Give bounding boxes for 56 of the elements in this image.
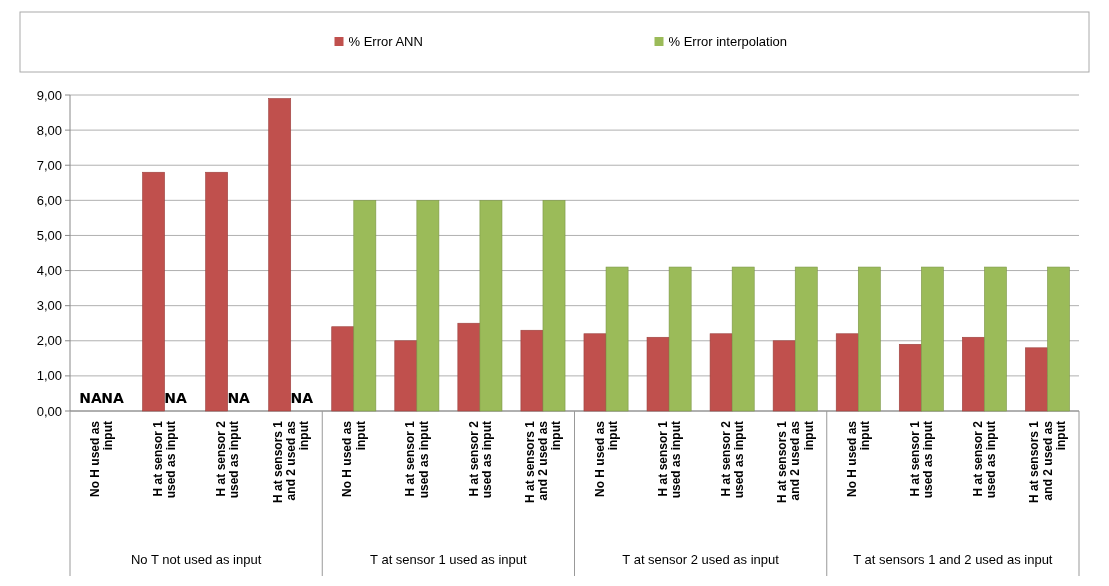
bar xyxy=(772,340,796,412)
bar xyxy=(794,266,818,412)
bar xyxy=(921,266,944,412)
text: NA xyxy=(79,390,102,406)
y-tick-label: 1,00 xyxy=(36,368,62,384)
bar xyxy=(898,343,922,412)
y-tick-label: 0,00 xyxy=(36,403,62,419)
bar xyxy=(857,266,881,412)
text: NA xyxy=(227,390,250,406)
x-tick-label: No H used as input xyxy=(88,420,116,498)
x-tick-label: H at sensors 1 and 2 used as input xyxy=(522,420,564,504)
x-tick-label: H at sensors 1 and 2 used as input xyxy=(775,420,816,504)
x-tick-label: No H used as input xyxy=(592,420,620,498)
bar xyxy=(731,266,755,412)
bar xyxy=(353,200,377,412)
text: No T not used as input xyxy=(130,552,262,567)
bar xyxy=(668,266,692,412)
bar xyxy=(331,326,355,412)
bar xyxy=(416,200,440,412)
bar xyxy=(394,340,418,412)
text: T at sensor 1 used as input xyxy=(370,552,528,567)
y-tick-label: 8,00 xyxy=(36,122,62,138)
bar xyxy=(709,333,733,412)
bar xyxy=(962,336,985,412)
y-tick-label: 3,00 xyxy=(36,298,62,314)
bar xyxy=(205,171,228,412)
y-tick-label: 4,00 xyxy=(36,263,62,279)
bar xyxy=(646,336,670,412)
x-tick-label: H at sensors 1 and 2 used as input xyxy=(1027,420,1068,504)
bar xyxy=(605,266,629,412)
text: T at sensor 2 used as input xyxy=(622,552,780,567)
x-tick-label: No H used as input xyxy=(844,420,873,498)
bar xyxy=(1025,347,1048,412)
bar xyxy=(479,200,503,412)
bar xyxy=(835,333,859,412)
y-tick-label: 2,00 xyxy=(36,333,62,349)
text: T at sensors 1 and 2 used as input xyxy=(853,552,1053,567)
bar xyxy=(542,200,566,412)
x-tick-label: H at sensors 1 and 2 used as input xyxy=(270,420,312,504)
bar xyxy=(142,171,165,412)
legend-label: % Error interpolation xyxy=(668,34,787,49)
y-tick-label: 6,00 xyxy=(36,192,62,208)
legend-label: % Error ANN xyxy=(348,34,423,49)
text: NA xyxy=(164,390,187,406)
bar xyxy=(1047,266,1070,412)
text: NA xyxy=(101,390,124,406)
y-tick-label: 7,00 xyxy=(36,157,62,173)
text: NA xyxy=(290,390,314,406)
bar xyxy=(268,98,292,412)
y-tick-label: 5,00 xyxy=(36,227,62,243)
bar xyxy=(583,333,607,412)
y-tick-label: 9,00 xyxy=(36,87,62,103)
bar xyxy=(520,329,544,412)
x-tick-label: No H used as input xyxy=(340,420,368,498)
bar xyxy=(984,266,1007,412)
bar xyxy=(457,322,481,412)
